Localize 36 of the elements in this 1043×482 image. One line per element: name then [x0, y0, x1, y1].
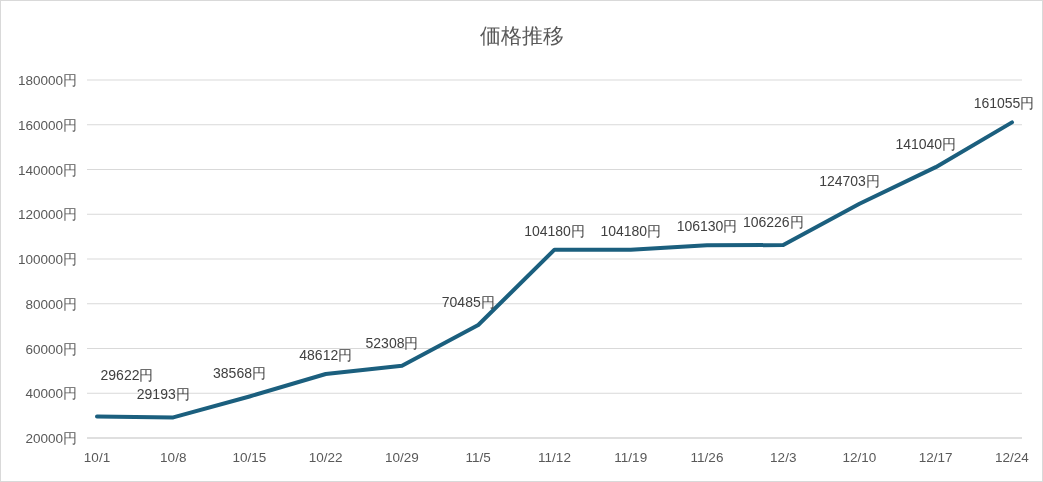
xtick: 12/24	[995, 450, 1029, 465]
data-label: 104180円	[600, 222, 662, 239]
xtick: 11/26	[690, 450, 724, 465]
ytick: 120000円	[17, 207, 77, 223]
data-label: 104180円	[524, 222, 585, 239]
xtick: 10/15	[232, 450, 267, 465]
xtick: 11/19	[614, 450, 648, 465]
ytick: 60000円	[25, 341, 77, 357]
ytick: 100000円	[17, 252, 77, 267]
ytick: 180000円	[17, 73, 77, 88]
ytick: 140000円	[17, 162, 77, 178]
xtick: 10/29	[385, 450, 419, 465]
data-label: 48612円	[299, 347, 353, 363]
xtick: 12/3	[770, 450, 797, 465]
data-label: 124703円	[819, 172, 880, 189]
xtick: 11/5	[465, 450, 491, 465]
data-label: 70485円	[441, 294, 495, 311]
ytick: 80000円	[25, 296, 77, 312]
xtick: 10/1	[83, 450, 111, 465]
xtick: 12/17	[918, 450, 953, 465]
xtick: 10/8	[160, 450, 187, 465]
data-label: 29193円	[136, 386, 190, 403]
title: 価格推移	[479, 24, 564, 47]
ytick: 40000円	[25, 386, 77, 402]
data-label: 52308円	[365, 334, 419, 351]
data-label: 106130円	[676, 218, 738, 235]
data-label: 106226円	[742, 214, 804, 231]
xtick: 12/10	[842, 450, 877, 465]
xtick: 11/12	[538, 450, 571, 465]
data-label: 29622円	[100, 367, 154, 384]
data-label: 161055円	[973, 95, 1035, 112]
ytick: 20000円	[25, 431, 77, 446]
ytick: 160000円	[17, 117, 77, 133]
data-label: 141040円	[895, 136, 957, 153]
xtick: 10/22	[308, 450, 343, 465]
data-label: 38568円	[213, 365, 266, 382]
